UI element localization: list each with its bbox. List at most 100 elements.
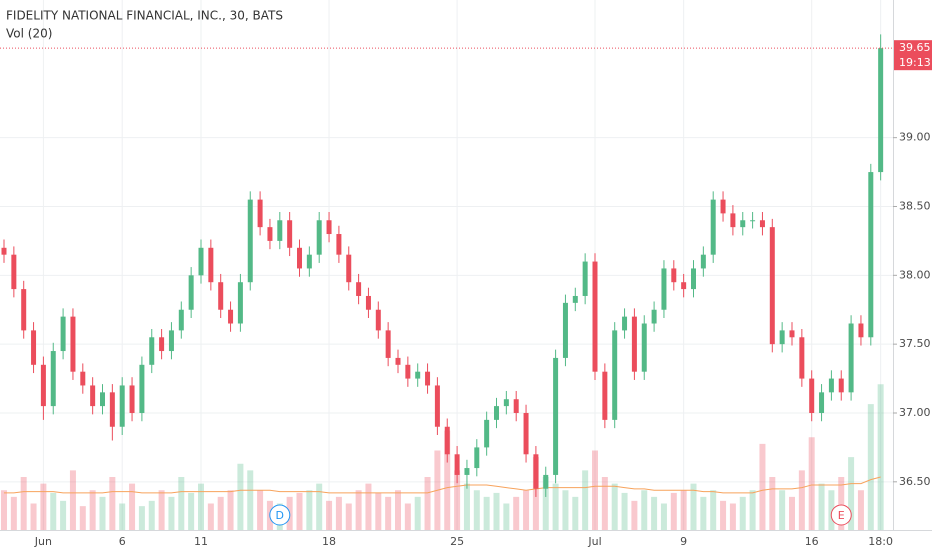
candle-body: [336, 234, 342, 255]
candle-body: [740, 220, 746, 228]
volume-bar: [1, 490, 7, 530]
volume-ma-line: [4, 476, 881, 494]
volume-bar: [119, 503, 126, 530]
candle-body: [513, 399, 519, 413]
candle-body: [70, 316, 76, 372]
volume-bar: [326, 500, 333, 530]
volume-bar: [493, 492, 500, 530]
volume-bar: [109, 477, 116, 530]
volume-bar: [798, 470, 805, 530]
y-tick-label: 38.00: [899, 268, 931, 281]
candle-body: [789, 330, 795, 338]
volume-bar: [365, 483, 372, 530]
candle-body: [109, 392, 115, 427]
volume-bar: [848, 457, 855, 530]
candle-body: [287, 220, 293, 248]
volume-bar: [463, 483, 470, 530]
candle-body: [454, 454, 460, 475]
volume-bar: [700, 496, 707, 530]
volume-bar: [316, 483, 323, 530]
volume-bar: [769, 477, 776, 530]
volume-bar: [454, 470, 461, 530]
candle-body: [60, 316, 66, 352]
candle-body: [592, 261, 598, 372]
candle-body: [139, 364, 145, 413]
candle-body: [159, 337, 165, 352]
volume-bar: [867, 404, 874, 530]
event-label: E: [838, 509, 845, 522]
candle-body: [326, 220, 332, 235]
candle-body: [228, 309, 234, 324]
candle-body: [434, 385, 440, 427]
volume-bar: [60, 500, 67, 530]
candle-body: [306, 254, 312, 269]
volume-bar: [395, 490, 401, 530]
y-tick-label: 36.50: [899, 475, 931, 488]
candle-body: [218, 282, 224, 310]
candle-body: [809, 378, 815, 413]
candle-body: [50, 351, 56, 407]
volume-bar: [720, 500, 727, 530]
volume-bar: [729, 503, 736, 530]
volume-bar: [50, 492, 57, 530]
candle-body: [1, 247, 7, 255]
volume-bar: [582, 470, 589, 530]
x-tick-label: 25: [450, 535, 464, 548]
candle-body: [720, 199, 726, 214]
y-tick-label: 37.50: [899, 337, 931, 350]
volume-bar: [670, 492, 677, 530]
volume-bar: [818, 483, 825, 530]
candle-body: [631, 316, 637, 372]
candle-body: [494, 406, 499, 420]
volume-bar: [99, 496, 106, 530]
countdown-label: 19:13: [899, 56, 931, 69]
candle-body: [31, 330, 37, 365]
volume-bar: [20, 477, 27, 530]
volume-bar: [335, 496, 342, 530]
volume-bar: [838, 477, 845, 530]
candle-body: [651, 309, 657, 324]
volume-bar: [601, 477, 608, 530]
candle-body: [415, 371, 421, 379]
event-marker: [830, 504, 852, 526]
candle-body: [188, 275, 194, 310]
volume-bar: [178, 477, 185, 530]
candle-body: [572, 295, 578, 303]
volume-bar: [79, 506, 86, 530]
volume-bar: [641, 490, 648, 530]
volume-bar: [217, 496, 224, 530]
volume-bar: [789, 496, 795, 530]
volume-bar: [710, 490, 717, 530]
volume-bar: [808, 437, 815, 530]
volume-bar: [148, 500, 155, 530]
candle-body: [21, 289, 27, 331]
candle-body: [11, 254, 17, 290]
volume-bar: [552, 483, 559, 530]
candle-body: [149, 337, 155, 365]
candle-body: [40, 364, 46, 407]
volume-bar: [739, 496, 746, 530]
candles: [1, 34, 884, 497]
candle-body: [168, 330, 174, 352]
volume-bar: [828, 490, 835, 530]
y-tick-label: 38.50: [899, 199, 931, 212]
candle-body: [779, 330, 785, 345]
candle-body: [444, 426, 450, 455]
candle-body: [671, 268, 677, 283]
volume-bar: [513, 496, 520, 530]
candle-body: [178, 309, 184, 331]
candle-body: [562, 302, 568, 358]
candle-body: [661, 268, 667, 310]
volume-bar: [40, 483, 47, 530]
volume-bar: [444, 430, 451, 530]
candle-body: [385, 330, 391, 358]
candle-body: [503, 399, 509, 407]
volume-bar: [523, 490, 530, 530]
volume-bar: [877, 384, 884, 530]
volume-bar: [592, 450, 598, 530]
candle-body: [848, 323, 854, 393]
candle-body: [247, 199, 253, 283]
volume-bar: [651, 496, 658, 530]
